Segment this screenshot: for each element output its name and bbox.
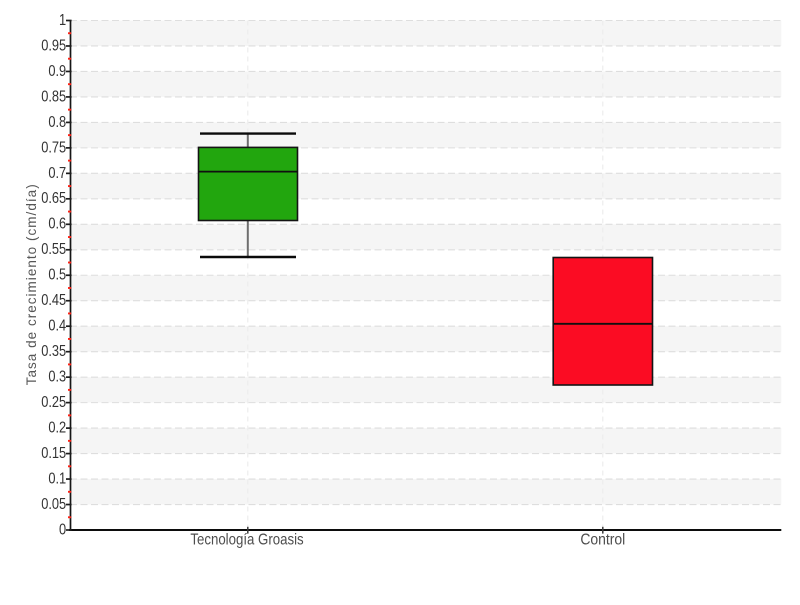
svg-text:0.55: 0.55 [41,240,66,257]
svg-text:Tasa de crecimiento (cm/día): Tasa de crecimiento (cm/día) [24,184,39,385]
svg-text:0.2: 0.2 [48,418,66,435]
svg-text:0.75: 0.75 [41,138,66,155]
svg-text:0.05: 0.05 [41,495,66,512]
svg-text:0.4: 0.4 [48,317,66,334]
svg-text:0.15: 0.15 [41,444,66,461]
svg-text:0.5: 0.5 [48,266,66,283]
svg-text:0.9: 0.9 [48,62,66,79]
svg-text:0.7: 0.7 [48,164,66,181]
svg-text:Control: Control [580,531,625,549]
svg-text:Tecnología Groasis: Tecnología Groasis [190,531,303,548]
svg-text:0.35: 0.35 [41,342,66,359]
svg-text:1: 1 [59,11,66,28]
svg-text:0.1: 0.1 [48,469,66,486]
svg-text:0.95: 0.95 [41,36,66,53]
svg-text:0: 0 [59,520,66,537]
svg-text:0.8: 0.8 [48,113,66,130]
svg-text:0.25: 0.25 [41,393,66,410]
svg-text:0.6: 0.6 [48,215,66,232]
svg-text:0.45: 0.45 [41,291,66,308]
svg-text:0.3: 0.3 [48,367,66,384]
svg-text:0.85: 0.85 [41,87,66,104]
svg-text:0.65: 0.65 [41,189,66,206]
